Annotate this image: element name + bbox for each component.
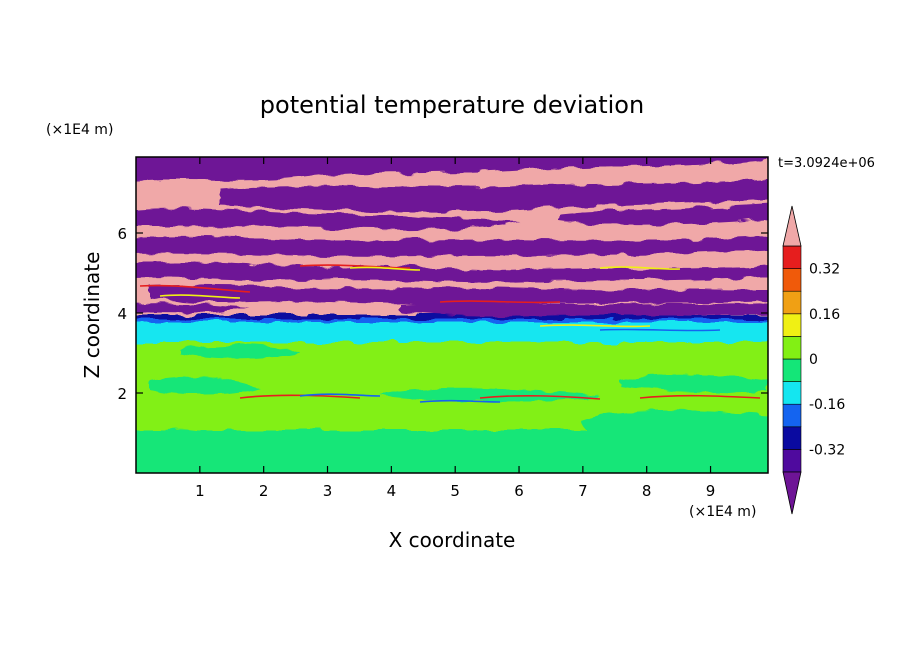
x-tick-label-1: 2 <box>259 482 269 500</box>
chart-title: potential temperature deviation <box>260 91 644 119</box>
contour-field-base <box>136 157 768 473</box>
colorbar: 0.32 0.16 0 -0.16 -0.32 <box>782 205 845 515</box>
colorbar-segment-4 <box>782 358 802 382</box>
x-tick-label-8: 9 <box>706 482 716 500</box>
colorbar-segment-8 <box>782 268 802 292</box>
plot-frame <box>135 156 769 474</box>
contour-field <box>136 157 768 473</box>
x-tick-label-2: 3 <box>323 482 333 500</box>
contour-highlights <box>139 264 761 403</box>
colorbar-tick-label-1: 0.16 <box>809 307 840 323</box>
colorbar-tick-label-0: 0.32 <box>809 262 840 278</box>
x-tick-label-4: 5 <box>450 482 460 500</box>
colorbar-segment-0 <box>782 449 802 473</box>
y-axis-label: Z coordinate <box>80 252 104 379</box>
x-unit-label: (×1E4 m) <box>689 504 756 520</box>
colorbar-segment-6 <box>782 313 802 337</box>
colorbar-tick-label-4: -0.32 <box>809 442 845 458</box>
x-tick-label-7: 8 <box>642 482 652 500</box>
x-axis-label: X coordinate <box>389 528 516 552</box>
colorbar-over-arrow <box>782 205 802 247</box>
y-tick-label-2: 6 <box>117 225 127 243</box>
colorbar-segment-1 <box>782 426 802 450</box>
x-tick-label-3: 4 <box>387 482 397 500</box>
x-tick-label-0: 1 <box>195 482 205 500</box>
x-tick-label-5: 6 <box>514 482 524 500</box>
colorbar-segment-5 <box>782 336 802 360</box>
colorbar-segment-7 <box>782 290 802 315</box>
band-negative-low <box>136 322 768 342</box>
colorbar-tick-label-3: -0.16 <box>809 397 845 413</box>
y-tick-label-1: 4 <box>117 305 127 323</box>
highlight-yellow-lines <box>159 266 681 328</box>
colorbar-segment-9 <box>782 245 802 269</box>
band-near-zero-patches <box>140 344 768 472</box>
x-axis: 1 2 3 4 5 6 7 8 9 <box>195 157 715 500</box>
y-tick-label-0: 2 <box>117 385 127 403</box>
colorbar-under-arrow <box>782 471 802 515</box>
x-tick-label-6: 7 <box>578 482 588 500</box>
colorbar-tick-label-2: 0 <box>809 352 818 368</box>
time-label: t=3.0924e+06 <box>778 156 875 171</box>
y-unit-label: (×1E4 m) <box>46 122 113 138</box>
colorbar-segment-3 <box>782 381 802 405</box>
strata-underflow <box>136 157 768 317</box>
highlight-blue-lines <box>299 328 721 403</box>
y-axis: 2 4 6 <box>117 225 768 403</box>
band-negative-high <box>136 315 768 319</box>
colorbar-segment-2 <box>782 403 802 428</box>
